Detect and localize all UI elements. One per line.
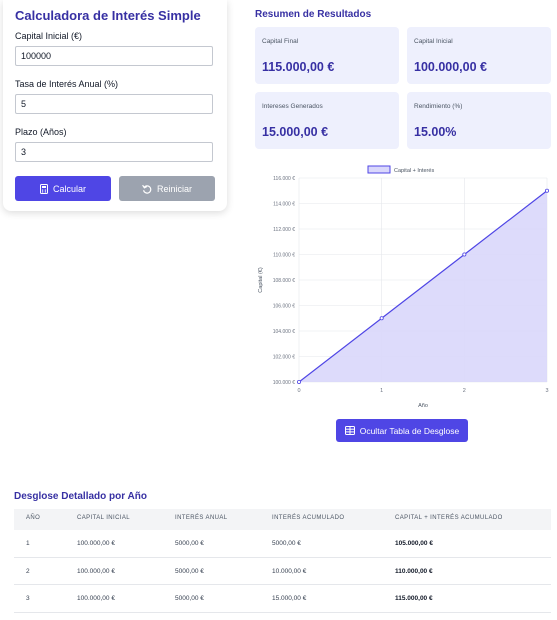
chart-data-point [544,188,549,193]
table-cell-annual-interest: 5000,00 € [175,595,204,602]
table-cell-annual-interest: 5000,00 € [175,567,204,575]
summary-title: Resumen de Resultados [255,9,372,20]
capital-label: Capital Inicial (€) [15,31,83,41]
table-header-total: CAPITAL + INTERÉS ACUMULADO [395,515,503,521]
rate-input[interactable]: 5 [15,94,213,114]
chart-y-tick-label: 106.000 € [273,304,295,310]
summary-card-value: 115.000,00 € [262,60,335,74]
term-label: Plazo (Años) [15,127,67,137]
chart-y-tick-label: 104.000 € [273,329,295,335]
summary-card-interest: Intereses Generados 15.000,00 € [255,92,399,149]
summary-card-initial-capital: Capital Inicial 100.000,00 € [407,27,551,84]
table-header-year: AÑO [26,515,41,521]
table-cell-total: 110.000,00 € [395,567,433,575]
chart-y-tick-label: 100.000 € [273,380,295,386]
chart-x-axis-title: Año [418,403,428,409]
chart-y-tick-label: 102.000 € [273,355,295,361]
chart-data-point [462,252,467,257]
summary-card-yield: Rendimiento (%) 15.00% [407,92,551,149]
toggle-breakdown-button[interactable]: Ocultar Tabla de Desglose [336,419,468,442]
calculate-button-label: Calcular [52,183,86,194]
calculator-card: Calculadora de Interés Simple Capital In… [3,0,227,211]
chart-x-tick-label: 0 [297,388,300,394]
summary-card-value: 15.00% [414,125,457,139]
table-header-initial-capital: CAPITAL INICIAL [77,515,131,521]
table-cell-year: 1 [26,540,30,547]
chart-y-tick-label: 108.000 € [273,278,295,284]
reset-button[interactable]: Reiniciar [119,176,215,201]
chart-data-point [297,379,302,384]
capital-chart-svg: 100.000 € 102.000 € 104.000 € 106.000 € 108.… [258,165,549,409]
table-cell-year: 2 [26,567,30,575]
table-cell-year: 3 [26,595,30,602]
breakdown-title: Desglose Detallado por Año [14,491,147,502]
capital-chart: 100.000 € 102.000 € 104.000 € 106.000 € 108.… [255,158,557,412]
summary-card-label: Rendimiento (%) [414,103,463,110]
breakdown-table: AÑO CAPITAL INICIAL INTERÉS ANUAL INTERÉ… [14,509,551,613]
summary-card-label: Capital Final [262,38,299,45]
calculator-title: Calculadora de Interés Simple [15,8,201,23]
table-row: 2 100.000,00 € 5000,00 € 10.000,00 € 110… [14,558,551,585]
chart-x-tick-label: 3 [545,388,548,394]
term-input[interactable]: 3 [15,142,213,162]
chart-series-line [298,190,548,383]
calculator-icon [39,183,48,194]
table-cell-initial-capital: 100.000,00 € [77,595,115,602]
summary-card-value: 15.000,00 € [262,125,329,139]
table-cell-total: 105.000,00 € [395,540,433,547]
chart-y-tick-label: 114.000 € [273,202,295,208]
table-header-row: AÑO CAPITAL INICIAL INTERÉS ANUAL INTERÉ… [14,509,551,530]
undo-icon [142,184,152,194]
chart-data-point [379,316,384,321]
toggle-breakdown-label: Ocultar Tabla de Desglose [359,425,460,436]
calculate-button[interactable]: Calcular [15,176,111,201]
chart-legend-label: Capital + Interés [394,168,434,174]
table-cell-accumulated-interest: 15.000,00 € [272,595,307,602]
summary-card-label: Capital Inicial [414,38,453,45]
table-cell-initial-capital: 100.000,00 € [77,540,115,547]
reset-button-label: Reiniciar [156,183,192,194]
summary-card-final-capital: Capital Final 115.000,00 € [255,27,399,84]
capital-input[interactable]: 100000 [15,46,213,66]
table-row: 3 100.000,00 € 5000,00 € 15.000,00 € 115… [14,585,551,613]
table-cell-total: 115.000,00 € [395,595,433,602]
rate-label: Tasa de Interés Anual (%) [15,79,119,89]
chart-y-tick-label: 110.000 € [273,253,295,259]
chart-y-axis-title: Capital (€) [258,267,264,293]
table-cell-initial-capital: 100.000,00 € [77,567,115,575]
chart-x-tick-label: 1 [380,388,383,394]
table-icon [344,426,355,435]
table-header-accumulated-interest: INTERÉS ACUMULADO [272,515,345,521]
table-header-annual-interest: INTERÉS ANUAL [175,515,228,521]
chart-y-tick-label: 112.000 € [273,227,295,233]
chart-legend-swatch [367,165,391,174]
chart-x-tick-label: 2 [463,388,466,394]
table-cell-accumulated-interest: 10.000,00 € [272,567,307,575]
summary-card-value: 100.000,00 € [414,60,487,74]
table-cell-annual-interest: 5000,00 € [175,540,204,547]
table-cell-accumulated-interest: 5000,00 € [272,540,301,547]
chart-y-tick-label: 116.000 € [273,176,295,182]
summary-card-label: Intereses Generados [262,103,323,110]
table-row: 1 100.000,00 € 5000,00 € 5000,00 € 105.0… [14,530,551,558]
